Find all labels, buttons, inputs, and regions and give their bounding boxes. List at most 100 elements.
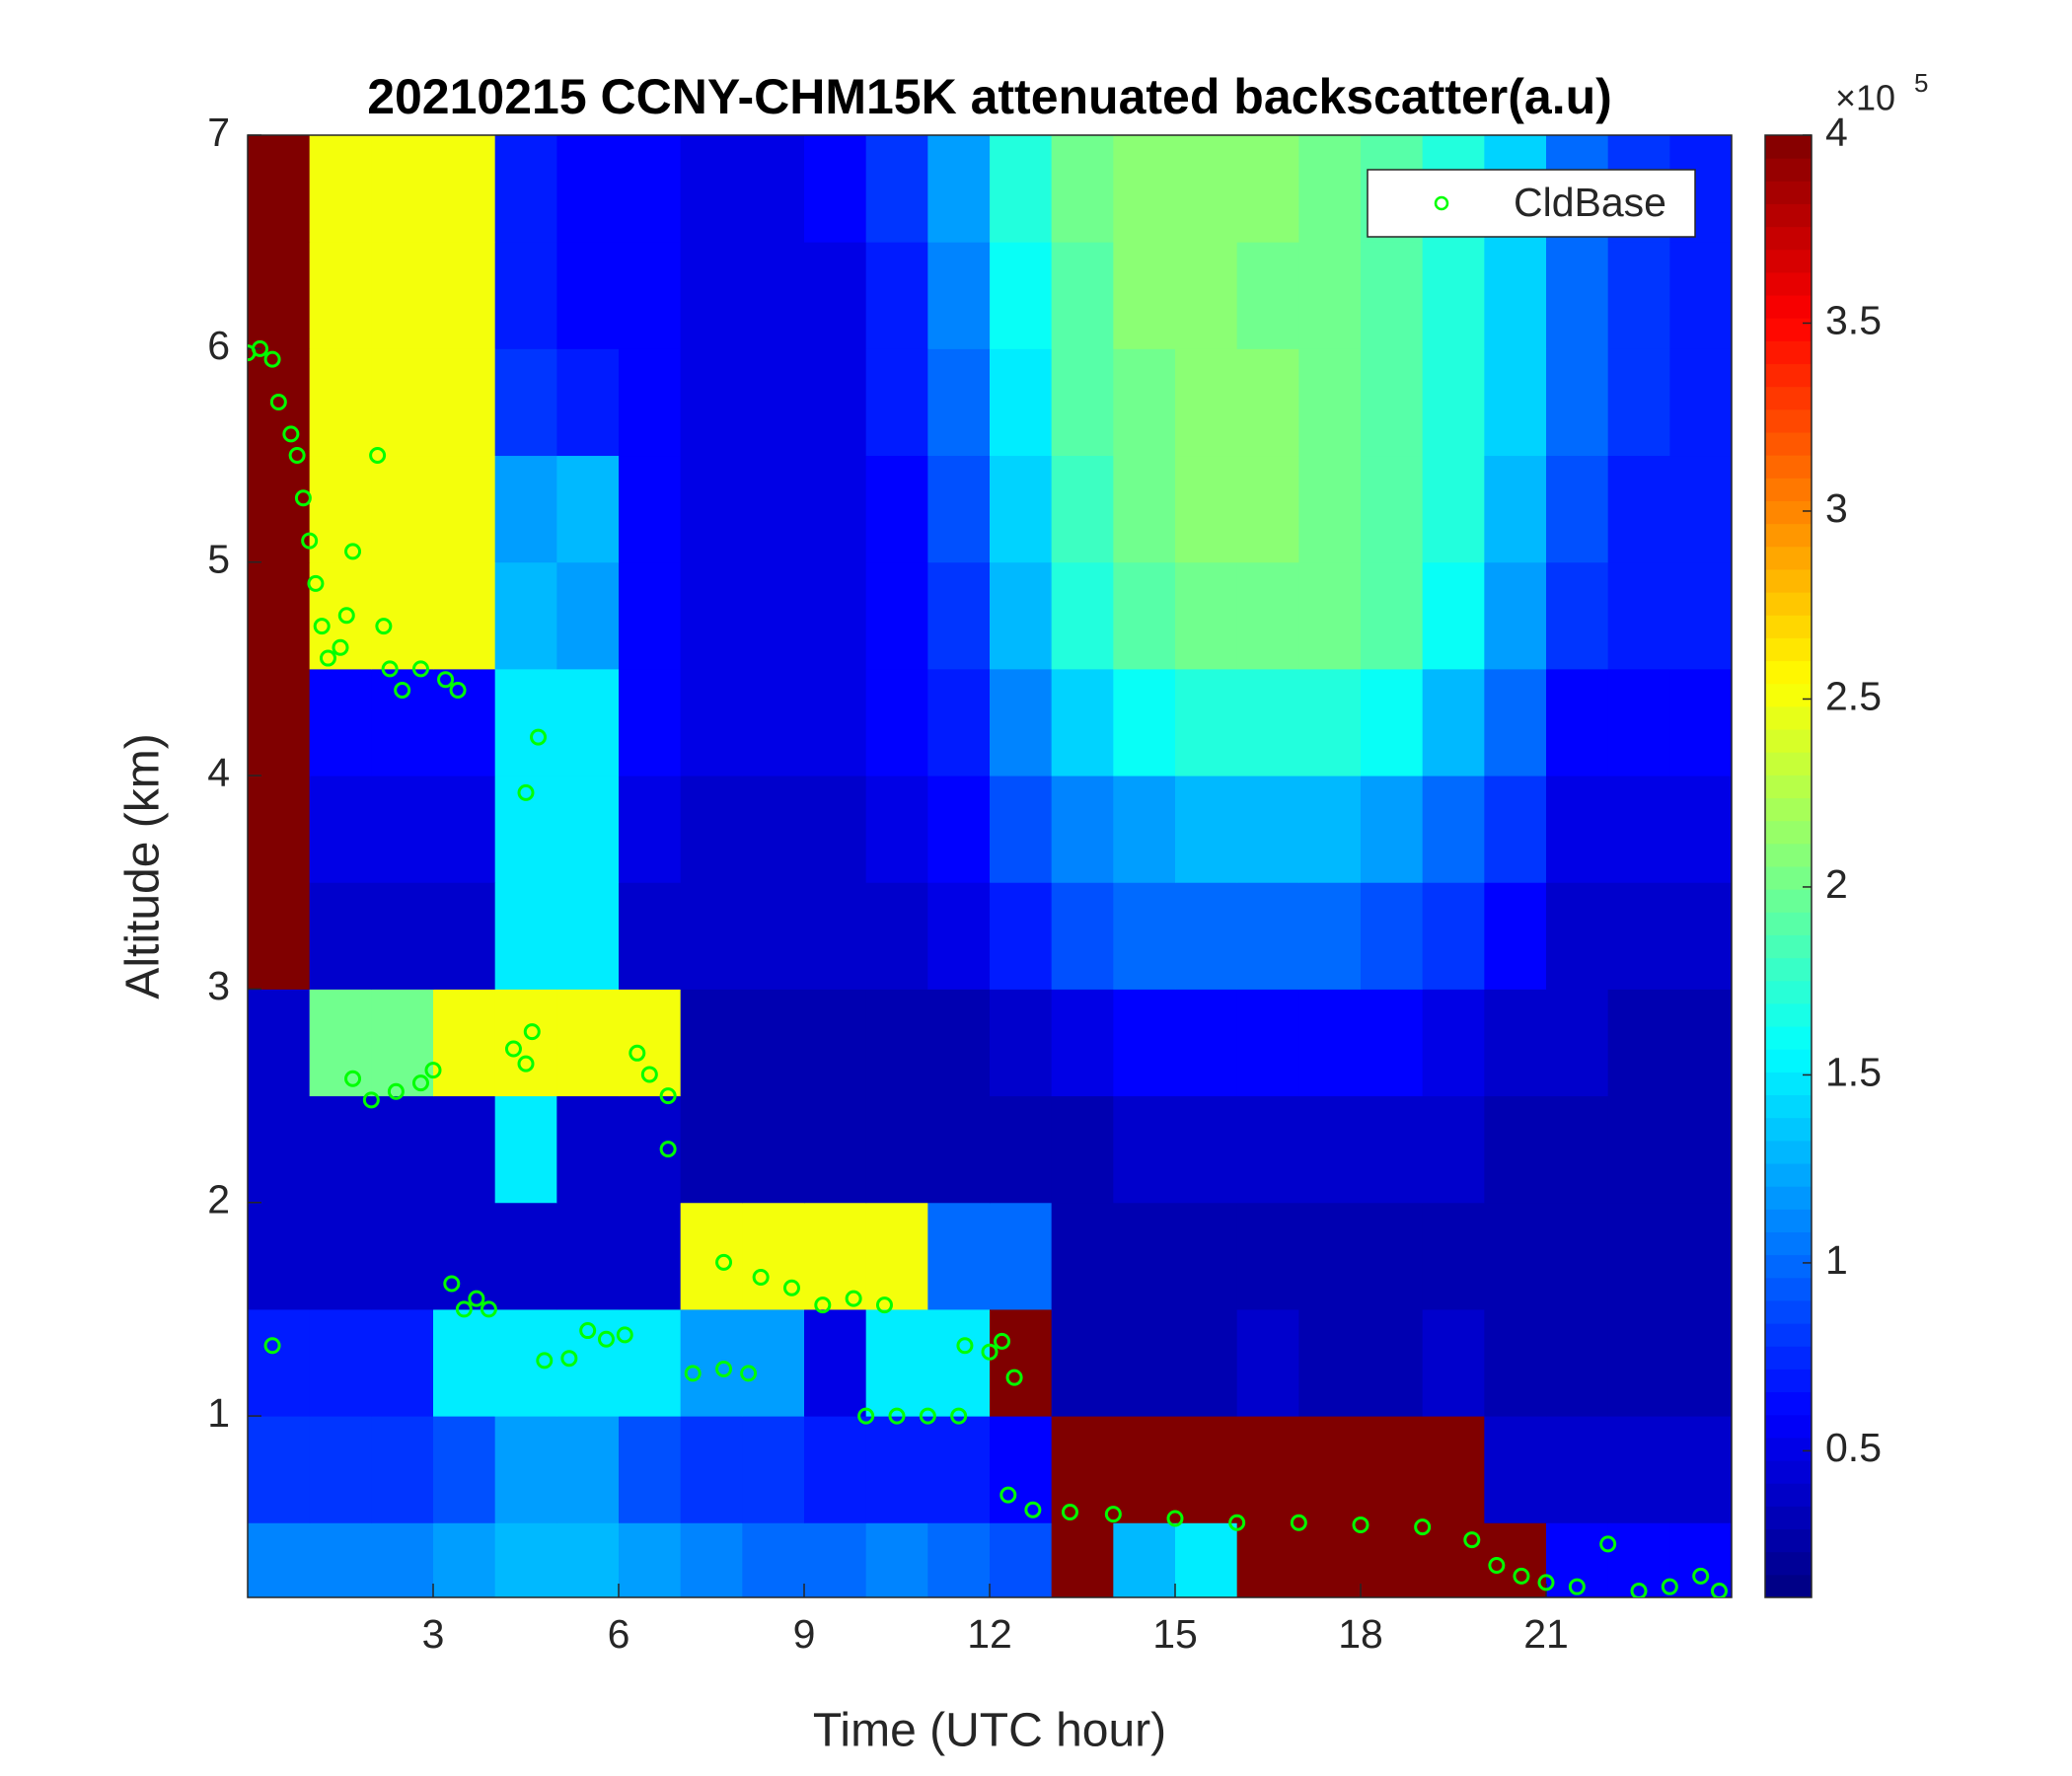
heatmap-cell: [1051, 242, 1114, 349]
heatmap-cell: [1175, 1095, 1238, 1204]
heatmap-cell: [556, 1095, 620, 1204]
heatmap-cell: [990, 135, 1053, 243]
heatmap-cell: [1607, 1202, 1670, 1310]
heatmap-cell: [619, 882, 682, 990]
heatmap-cell: [1669, 1308, 1732, 1417]
heatmap-cell: [371, 1095, 434, 1204]
heatmap-cell: [804, 1416, 867, 1523]
heatmap-cell: [1546, 1416, 1609, 1523]
heatmap-cell: [1361, 455, 1424, 563]
y-tick-label: 1: [207, 1390, 230, 1436]
colorbar-step: [1765, 1299, 1812, 1324]
colorbar-step: [1765, 1323, 1812, 1347]
cloud-base-point: [282, 425, 300, 443]
colorbar-step: [1765, 546, 1812, 570]
heatmap-cell: [1546, 989, 1609, 1097]
heatmap-cell: [1298, 561, 1362, 670]
colorbar-step: [1765, 866, 1812, 890]
heatmap-cell: [804, 882, 867, 990]
heatmap-cell: [990, 1416, 1053, 1523]
heatmap-cell: [371, 455, 434, 563]
heatmap-cell: [742, 1202, 805, 1310]
heatmap-cell: [1669, 882, 1732, 990]
heatmap-cell: [309, 1308, 372, 1417]
heatmap-cell: [371, 1202, 434, 1310]
colorbar-step: [1765, 500, 1812, 525]
y-tick-label: 4: [207, 750, 230, 795]
cloud-base-point: [715, 1361, 733, 1378]
cloud-base-point: [1599, 1535, 1617, 1553]
heatmap-cell: [248, 348, 311, 457]
heatmap-cell: [1175, 668, 1238, 777]
heatmap-cell: [1484, 989, 1547, 1097]
colorbar-step: [1765, 203, 1812, 228]
heatmap-cell: [1361, 1308, 1424, 1417]
heatmap-cell: [1484, 561, 1547, 670]
heatmap-cell: [927, 1202, 991, 1310]
heatmap-cell: [494, 1522, 557, 1597]
heatmap-cell: [1051, 1095, 1114, 1204]
colorbar-tick-label: 1.5: [1825, 1049, 1882, 1094]
heatmap-cell: [1298, 668, 1362, 777]
heatmap-cell: [1361, 776, 1424, 883]
colorbar-step: [1765, 1460, 1812, 1484]
heatmap-cell: [865, 135, 928, 243]
heatmap-cell: [1484, 455, 1547, 563]
heatmap-cell: [1113, 1202, 1176, 1310]
heatmap-cell: [248, 989, 311, 1097]
colorbar-step: [1765, 271, 1812, 296]
heatmap-cell: [1113, 1308, 1176, 1417]
heatmap-cell: [433, 455, 496, 563]
cloud-base-point: [344, 1070, 362, 1087]
heatmap-cell: [248, 135, 311, 243]
heatmap-cell: [1422, 561, 1485, 670]
heatmap-cell: [680, 561, 743, 670]
cloud-base-point: [263, 350, 281, 368]
heatmap-cell: [927, 882, 991, 990]
heatmap-cell: [494, 882, 557, 990]
heatmap-cell: [1175, 1202, 1238, 1310]
heatmap-cell: [1298, 1095, 1362, 1204]
heatmap-cell: [680, 989, 743, 1097]
heatmap-cell: [1051, 561, 1114, 670]
heatmap-cell: [1361, 989, 1424, 1097]
colorbar: 0.5 1 1.5 2 2.5 3 3.5 4: [1764, 110, 1882, 1598]
heatmap-cell: [433, 135, 496, 243]
heatmap-cell: [927, 1095, 991, 1204]
heatmap-cell: [1113, 348, 1176, 457]
cloud-base-point: [424, 1062, 442, 1079]
cloud-base-point: [381, 660, 399, 678]
heatmap-cell: [619, 1522, 682, 1597]
colorbar-step: [1765, 249, 1812, 273]
heatmap-cell: [1236, 1202, 1299, 1310]
heatmap-cell: [371, 242, 434, 349]
heatmap-cell: [1422, 776, 1485, 883]
heatmap-cell: [1546, 668, 1609, 777]
heatmap-cell: [1175, 989, 1238, 1097]
heatmap-cell: [1298, 882, 1362, 990]
colorbar-step: [1765, 1140, 1812, 1164]
heatmap-cell: [1298, 1202, 1362, 1310]
heatmap-cell: [619, 1202, 682, 1310]
cloud-base-point: [994, 1332, 1011, 1350]
cloud-base-point: [387, 1082, 405, 1100]
heatmap-cell: [804, 561, 867, 670]
heatmap-cell: [1422, 882, 1485, 990]
cloud-base-point: [480, 1300, 497, 1318]
heatmap-cell: [1175, 1416, 1238, 1523]
heatmap-cell: [742, 561, 805, 670]
heatmap-cell: [556, 1202, 620, 1310]
heatmap-cell: [1361, 1416, 1424, 1523]
heatmap-cell: [990, 668, 1053, 777]
colorbar-tick-label: 2: [1825, 861, 1848, 907]
heatmap-cell: [1051, 1522, 1114, 1597]
heatmap-cell: [1484, 242, 1547, 349]
heatmap-cell: [1051, 1416, 1114, 1523]
heatmap-cell: [865, 1416, 928, 1523]
heatmap-cell: [494, 668, 557, 777]
heatmap-cell: [1113, 1095, 1176, 1204]
y-axis-label: Altitude (km): [117, 733, 170, 999]
heatmap-cell: [1051, 668, 1114, 777]
heatmap-cell: [865, 776, 928, 883]
cloud-base-point: [332, 638, 349, 656]
